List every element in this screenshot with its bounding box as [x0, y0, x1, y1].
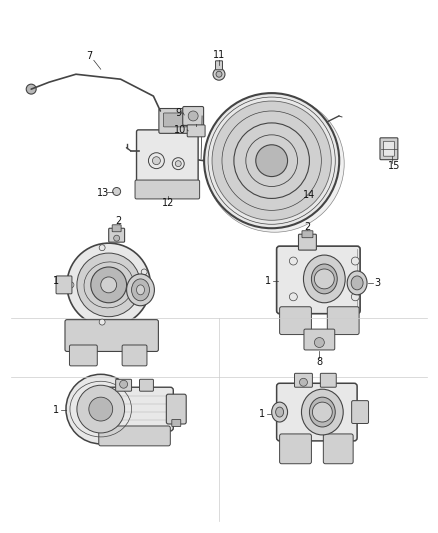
- Circle shape: [351, 293, 359, 301]
- FancyBboxPatch shape: [327, 307, 359, 335]
- FancyBboxPatch shape: [137, 130, 198, 185]
- Text: 15: 15: [388, 160, 400, 171]
- FancyBboxPatch shape: [163, 113, 187, 127]
- Circle shape: [234, 123, 309, 198]
- Text: 1: 1: [53, 276, 59, 286]
- Circle shape: [77, 385, 124, 433]
- FancyBboxPatch shape: [183, 107, 204, 125]
- Text: 1: 1: [259, 409, 265, 419]
- FancyBboxPatch shape: [56, 276, 72, 294]
- Ellipse shape: [311, 264, 337, 294]
- Text: 12: 12: [162, 198, 174, 208]
- Circle shape: [314, 337, 324, 348]
- Text: 1: 1: [53, 405, 59, 415]
- Circle shape: [120, 380, 127, 388]
- Circle shape: [148, 153, 164, 168]
- FancyBboxPatch shape: [277, 383, 357, 441]
- Circle shape: [175, 160, 181, 167]
- Circle shape: [351, 257, 359, 265]
- Circle shape: [256, 145, 288, 176]
- Circle shape: [172, 158, 184, 169]
- Circle shape: [141, 269, 147, 275]
- Circle shape: [89, 397, 113, 421]
- Circle shape: [99, 319, 105, 325]
- Circle shape: [101, 277, 117, 293]
- FancyBboxPatch shape: [135, 180, 200, 199]
- Circle shape: [113, 188, 120, 196]
- Ellipse shape: [131, 279, 149, 301]
- Text: 13: 13: [97, 189, 109, 198]
- FancyBboxPatch shape: [380, 138, 398, 160]
- Text: 1: 1: [265, 276, 271, 286]
- Text: 7: 7: [86, 51, 92, 61]
- Circle shape: [77, 253, 141, 317]
- Circle shape: [26, 84, 36, 94]
- FancyBboxPatch shape: [383, 141, 394, 156]
- FancyBboxPatch shape: [215, 61, 223, 70]
- FancyBboxPatch shape: [277, 246, 360, 314]
- Circle shape: [188, 111, 198, 121]
- Ellipse shape: [304, 255, 345, 303]
- Text: 2: 2: [116, 216, 122, 227]
- Ellipse shape: [309, 397, 335, 427]
- Circle shape: [141, 295, 147, 301]
- Ellipse shape: [137, 285, 145, 295]
- FancyBboxPatch shape: [172, 419, 181, 426]
- FancyBboxPatch shape: [298, 234, 316, 250]
- FancyBboxPatch shape: [352, 401, 368, 424]
- Circle shape: [300, 378, 307, 386]
- FancyBboxPatch shape: [70, 345, 97, 366]
- FancyBboxPatch shape: [320, 373, 336, 387]
- FancyBboxPatch shape: [279, 434, 311, 464]
- Circle shape: [66, 374, 135, 444]
- Ellipse shape: [347, 271, 367, 295]
- FancyBboxPatch shape: [122, 345, 147, 366]
- Ellipse shape: [272, 402, 288, 422]
- FancyBboxPatch shape: [140, 379, 153, 391]
- Ellipse shape: [276, 407, 283, 417]
- FancyBboxPatch shape: [116, 379, 131, 391]
- Circle shape: [213, 68, 225, 80]
- Circle shape: [290, 293, 297, 301]
- FancyBboxPatch shape: [112, 225, 121, 232]
- Ellipse shape: [205, 95, 344, 232]
- Circle shape: [312, 402, 332, 422]
- Circle shape: [216, 71, 222, 77]
- Circle shape: [152, 157, 160, 165]
- Text: 10: 10: [174, 125, 187, 135]
- FancyBboxPatch shape: [166, 394, 186, 424]
- Circle shape: [204, 93, 339, 228]
- FancyBboxPatch shape: [279, 307, 311, 335]
- Circle shape: [67, 243, 150, 327]
- FancyBboxPatch shape: [96, 387, 173, 431]
- Text: 8: 8: [316, 358, 322, 367]
- Ellipse shape: [301, 389, 343, 435]
- FancyBboxPatch shape: [294, 373, 312, 387]
- Text: 14: 14: [303, 190, 315, 200]
- FancyBboxPatch shape: [159, 109, 192, 133]
- Circle shape: [99, 245, 105, 251]
- FancyBboxPatch shape: [99, 426, 170, 446]
- Text: 11: 11: [213, 50, 225, 60]
- FancyBboxPatch shape: [304, 329, 335, 350]
- Text: 2: 2: [304, 222, 311, 232]
- Circle shape: [114, 235, 120, 241]
- Circle shape: [68, 282, 74, 288]
- Circle shape: [91, 267, 127, 303]
- FancyBboxPatch shape: [302, 231, 313, 238]
- Ellipse shape: [127, 274, 155, 306]
- FancyBboxPatch shape: [109, 228, 124, 242]
- FancyBboxPatch shape: [187, 125, 205, 137]
- Ellipse shape: [351, 276, 363, 290]
- Circle shape: [314, 269, 334, 289]
- FancyBboxPatch shape: [65, 320, 159, 351]
- Text: 3: 3: [374, 278, 380, 288]
- FancyBboxPatch shape: [323, 434, 353, 464]
- Text: 9: 9: [175, 108, 181, 118]
- Circle shape: [290, 257, 297, 265]
- Circle shape: [212, 101, 331, 220]
